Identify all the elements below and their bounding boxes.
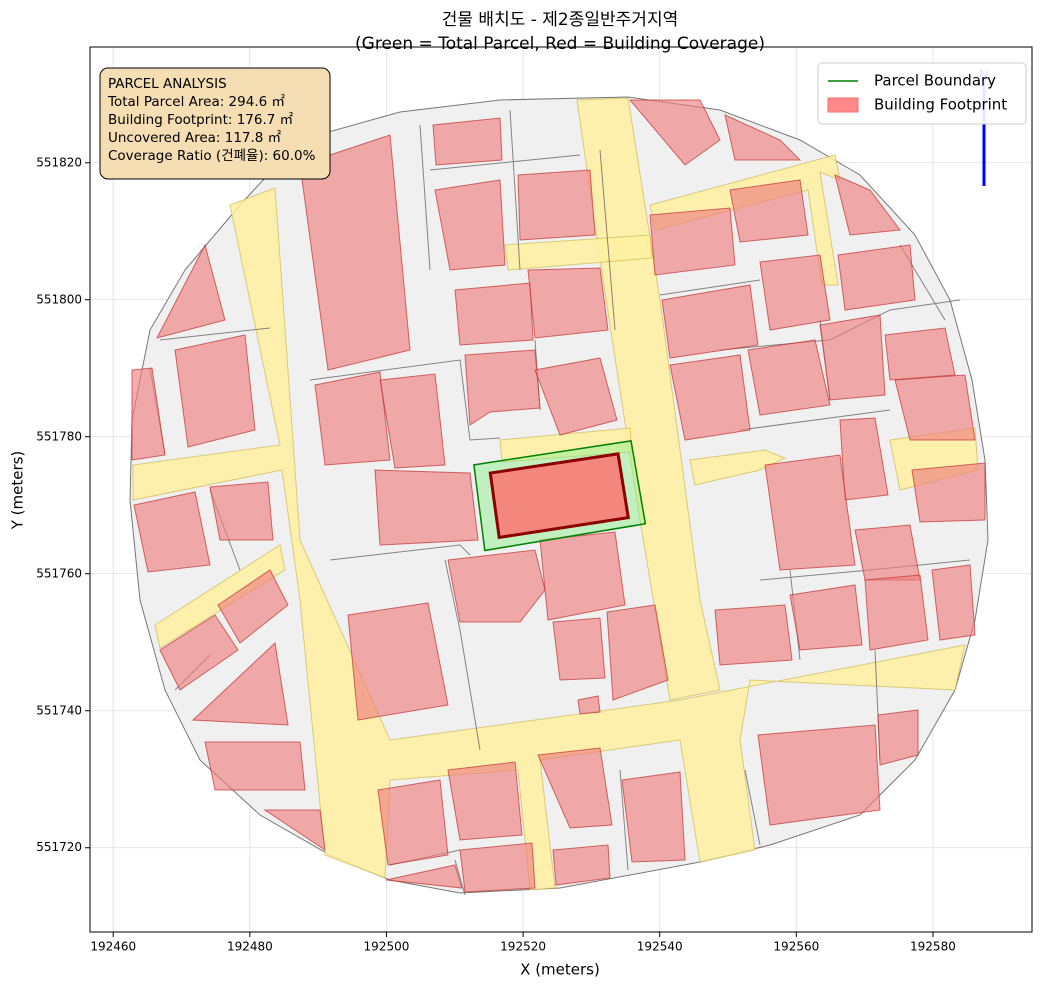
info-box-frame xyxy=(99,67,331,180)
x-axis-label: X (meters) xyxy=(520,961,600,979)
building xyxy=(454,282,534,346)
building xyxy=(819,314,886,401)
y-axis-label: Y (meters) xyxy=(9,451,27,531)
building xyxy=(379,373,446,469)
data-layer xyxy=(473,440,647,552)
building xyxy=(628,99,721,166)
building xyxy=(217,569,289,644)
building-polygon xyxy=(488,452,631,540)
building xyxy=(432,117,503,166)
building xyxy=(299,134,411,371)
building xyxy=(789,584,863,651)
x-tick-label: 192460 xyxy=(90,940,136,954)
y-tick-label: 551800 xyxy=(36,292,82,306)
building xyxy=(747,339,831,416)
building xyxy=(377,779,449,866)
building xyxy=(839,417,889,501)
legend: Parcel Boundary Building Footprint xyxy=(817,62,1027,125)
building xyxy=(661,284,759,359)
y-tick-label: 551740 xyxy=(36,703,82,717)
building xyxy=(314,371,391,466)
x-tick-label: 192540 xyxy=(637,940,683,954)
building xyxy=(724,114,802,161)
building xyxy=(911,462,986,523)
building xyxy=(447,549,546,623)
building xyxy=(577,695,601,715)
x-tick-label: 192560 xyxy=(773,940,819,954)
x-tick-label: 192520 xyxy=(500,940,546,954)
y-tick-label: 551760 xyxy=(36,566,82,580)
building xyxy=(877,709,919,766)
info-line: Coverage Ratio (건폐율): 60.0% xyxy=(108,148,316,164)
info-line: Building Footprint: 176.7 ㎡ xyxy=(108,112,294,128)
building xyxy=(347,602,449,721)
info-box: PARCEL ANALYSIS Total Parcel Area: 294.6 … xyxy=(99,67,331,180)
building xyxy=(621,771,686,863)
building xyxy=(759,254,831,331)
building xyxy=(156,243,226,339)
building xyxy=(931,564,976,641)
building xyxy=(834,174,901,236)
legend-frame xyxy=(817,62,1027,125)
chart-subtitle: (Green = Total Parcel, Red = Building Co… xyxy=(355,34,765,54)
building xyxy=(434,179,506,271)
building xyxy=(447,761,523,841)
building xyxy=(517,169,596,241)
legend-swatch xyxy=(827,97,859,113)
building xyxy=(459,842,536,893)
building xyxy=(159,614,239,691)
building xyxy=(606,604,669,701)
building xyxy=(191,641,289,726)
building xyxy=(537,747,613,829)
building xyxy=(131,367,166,461)
building xyxy=(884,327,956,381)
y-tick-label: 551720 xyxy=(36,840,82,854)
x-tick-label: 192580 xyxy=(910,940,956,954)
building xyxy=(837,244,916,311)
building xyxy=(854,524,921,581)
building xyxy=(764,454,856,571)
building xyxy=(757,724,881,826)
legend-label: Building Footprint xyxy=(874,96,1007,114)
building xyxy=(714,604,793,666)
building xyxy=(204,741,306,791)
building xyxy=(864,574,929,651)
building xyxy=(263,809,326,852)
building xyxy=(374,469,479,546)
building xyxy=(729,179,809,243)
road xyxy=(504,234,653,271)
road xyxy=(154,544,286,649)
building xyxy=(527,267,609,339)
info-line: Total Parcel Area: 294.6 ㎡ xyxy=(107,94,285,110)
building xyxy=(133,491,211,573)
building xyxy=(649,207,736,276)
building xyxy=(552,844,611,886)
building xyxy=(539,531,626,621)
building xyxy=(209,481,274,541)
chart-title: 건물 배치도 - 제2종일반주거지역 xyxy=(442,10,678,30)
building xyxy=(669,354,751,441)
building xyxy=(894,374,976,441)
y-tick-label: 551820 xyxy=(36,155,82,169)
x-tick-label: 192500 xyxy=(364,940,410,954)
info-line: Uncovered Area: 117.8 ㎡ xyxy=(108,130,282,146)
info-line: PARCEL ANALYSIS xyxy=(108,76,227,92)
legend-label: Parcel Boundary xyxy=(874,72,996,90)
building xyxy=(464,349,541,426)
y-tick-label: 551780 xyxy=(36,429,82,443)
x-tick-label: 192480 xyxy=(227,940,273,954)
building xyxy=(385,864,463,889)
building xyxy=(552,617,606,681)
building xyxy=(174,334,256,448)
building xyxy=(534,357,618,436)
plot-frame xyxy=(89,46,1033,933)
